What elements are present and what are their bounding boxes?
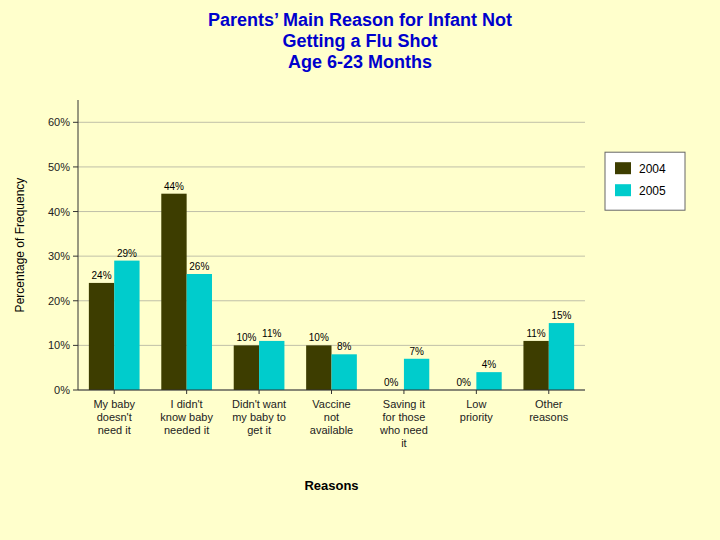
chart: Parents’ Main Reason for Infant NotGetti… (0, 0, 720, 540)
legend-frame (605, 152, 685, 210)
data-label: 15% (551, 310, 571, 321)
bar: 2005 (332, 354, 357, 390)
y-tick (73, 390, 78, 391)
bar: 2004 (523, 341, 548, 390)
grid-line (78, 211, 585, 212)
data-label: 11% (262, 328, 281, 339)
data-label: 8% (337, 341, 352, 352)
x-tick-label: Lowpriority (460, 398, 494, 423)
bar: 2004 (89, 283, 114, 390)
y-tick-label: 0% (54, 384, 70, 396)
data-label: 10% (236, 332, 256, 343)
y-tick-label: 30% (48, 250, 70, 262)
grid-line (78, 300, 585, 301)
y-tick (73, 122, 78, 123)
y-axis (78, 100, 79, 390)
y-tick (73, 345, 78, 346)
bar: 2005 (549, 323, 574, 390)
y-tick-label: 10% (48, 339, 70, 351)
background (0, 0, 720, 540)
bar: 2005 (404, 359, 429, 390)
x-tick (331, 390, 332, 394)
legend-label: 2004 (639, 162, 666, 176)
data-label: 0% (384, 377, 399, 388)
x-tick (259, 390, 260, 394)
x-tick-label: I didn'tknow babyneeded it (160, 398, 213, 436)
data-label: 11% (526, 328, 545, 339)
y-tick-label: 50% (48, 161, 70, 173)
y-tick (73, 166, 78, 167)
data-label: 4% (482, 359, 497, 370)
x-tick-label: Didn't wantmy baby toget it (232, 398, 286, 436)
x-tick-label: Saving itfor thosewho needit (379, 398, 428, 449)
data-label: 24% (92, 270, 112, 281)
y-tick (73, 300, 78, 301)
y-tick (73, 256, 78, 257)
y-tick-label: 20% (48, 295, 70, 307)
bar: 2004 (161, 194, 186, 390)
title: Parents’ Main Reason for Infant NotGetti… (208, 10, 512, 72)
bar: 2004 (306, 345, 331, 390)
y-tick-label: 60% (48, 116, 70, 128)
bar: 2005 (476, 372, 501, 390)
x-tick (403, 390, 404, 394)
data-label: 7% (409, 346, 424, 357)
y-tick-label: 40% (48, 206, 70, 218)
data-label: 10% (309, 332, 329, 343)
x-axis-label: Reasons (304, 478, 358, 493)
grid-line (78, 122, 585, 123)
legend-swatch (615, 184, 631, 196)
y-axis-label: Percentage of Frequency (13, 178, 27, 313)
legend-label: 2005 (639, 184, 666, 198)
bar: 2005 (114, 261, 139, 390)
grid (78, 122, 585, 390)
x-tick (476, 390, 477, 394)
x-tick-label: Otherreasons (529, 398, 569, 423)
x-tick-label: Vaccinenotavailable (310, 398, 353, 436)
data-label: 0% (456, 377, 471, 388)
bar: 2004 (234, 345, 259, 390)
bar: 2005 (187, 274, 212, 390)
data-label: 29% (117, 248, 137, 259)
data-label: 26% (189, 261, 209, 272)
data-label: 44% (164, 181, 184, 192)
grid-line (78, 256, 585, 257)
x-tick (186, 390, 187, 394)
legend: 2004 2005 (605, 152, 685, 210)
x-tick-label: My babydoesn'tneed it (93, 398, 135, 436)
grid-line (78, 166, 585, 167)
y-tick (73, 211, 78, 212)
legend-swatch (615, 162, 631, 174)
x-tick (548, 390, 549, 394)
x-tick (114, 390, 115, 394)
bar: 2005 (259, 341, 284, 390)
bars: 2004200420042004200420042004200520052005… (89, 194, 574, 390)
